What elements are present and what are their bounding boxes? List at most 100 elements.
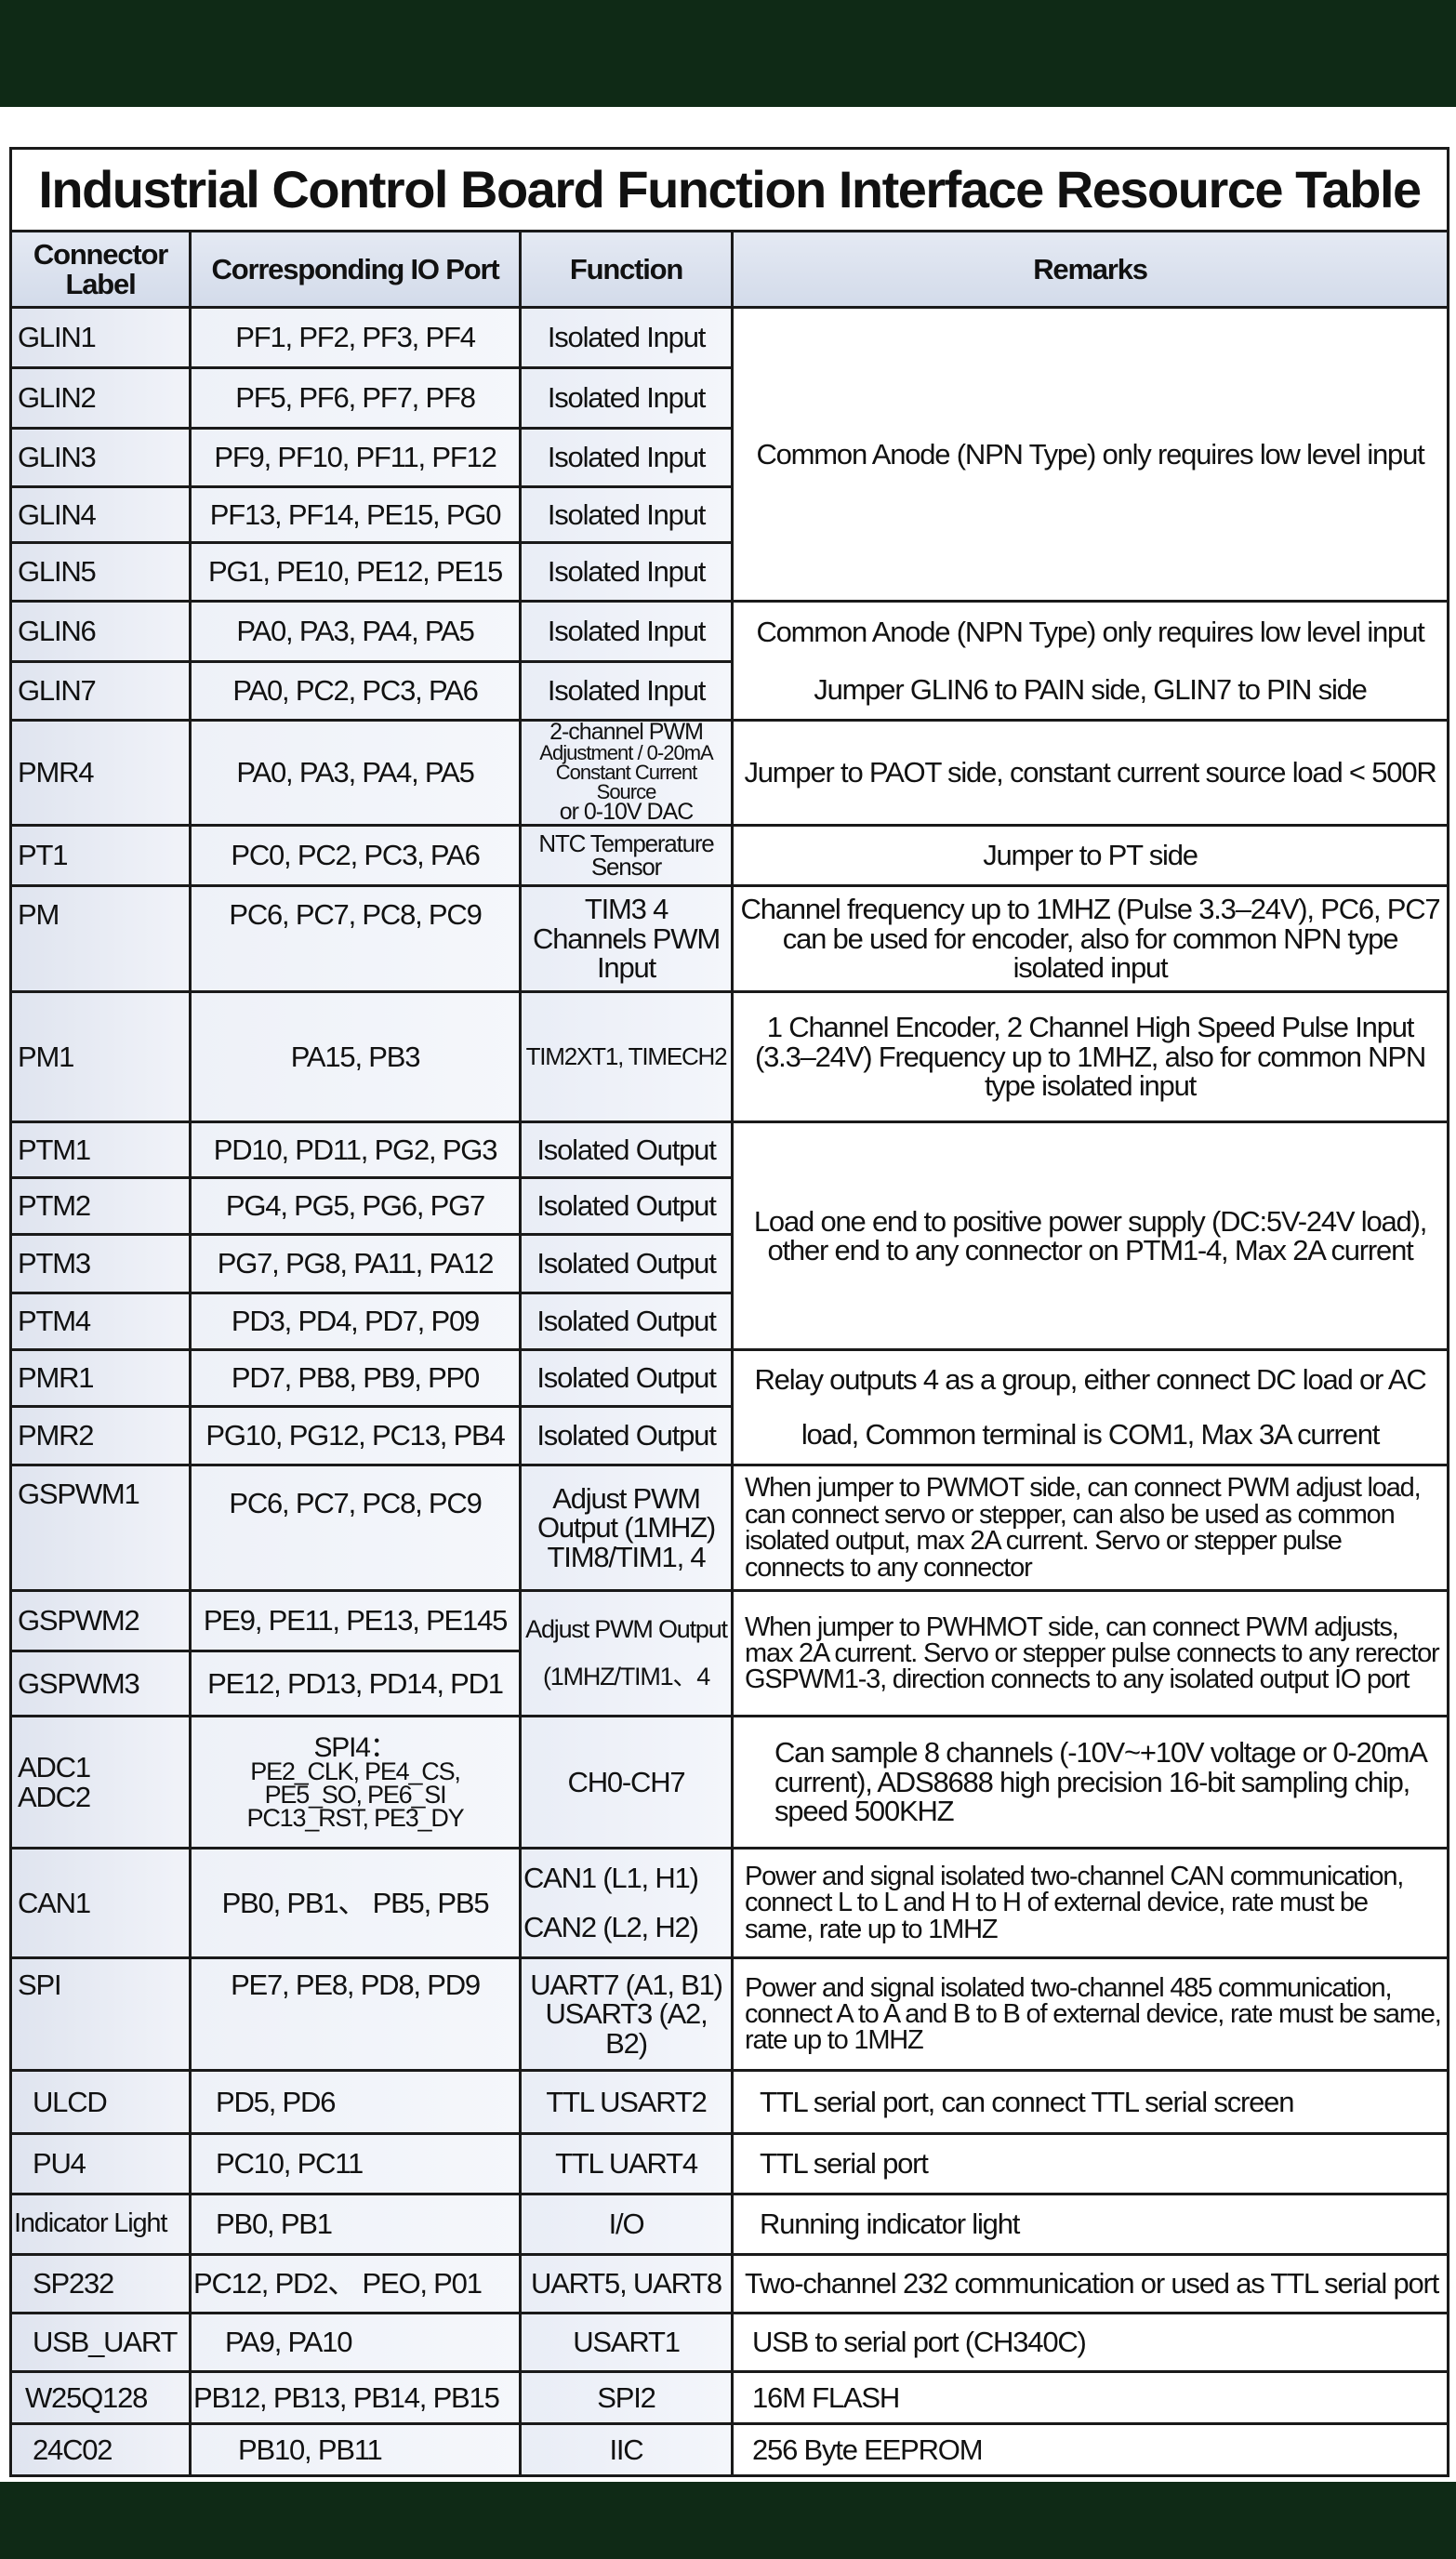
- function: Isolated Output: [519, 1233, 734, 1295]
- table-row: GLIN5 PG1, PE10, PE12, PE15 Isolated Input: [9, 541, 1449, 603]
- table-row: GSPWM2 PE9, PE11, PE13, PE145 Adjust PWM …: [9, 1589, 1450, 1718]
- function: I/O: [519, 2193, 734, 2257]
- function: 2-channel PWM Adjustment / 0-20mA Constant…: [519, 718, 734, 828]
- function-line: or 0-10V DAC: [559, 799, 695, 826]
- remarks: Relay outputs 4 as a group, either conne…: [730, 1348, 1450, 1467]
- connector-label: PMR2: [9, 1405, 192, 1467]
- function: Adjust PWM Output (1MHZ) TIM8/TIM1, 4: [519, 1464, 734, 1593]
- function: TIM2XT1, TIMECH2: [519, 990, 734, 1124]
- io-port: PD7, PB8, PB9, PP0: [189, 1348, 522, 1409]
- io-port: PE9, PE11, PE13, PE145: [189, 1589, 522, 1653]
- connector-label: PT1: [9, 824, 192, 888]
- function: IIC: [519, 2422, 734, 2478]
- io-port: PF13, PF14, PE15, PG0: [189, 485, 522, 544]
- table-row: PM PC6, PC7, PC8, PC9 TIM3 4 Channels PWM …: [9, 884, 1450, 994]
- io-port: PE7, PE8, PD8, PD9: [189, 1956, 522, 2073]
- table-row: 24C02 PB10, PB11 IIC 256 Byte EEPROM: [9, 2422, 1450, 2478]
- io-port: PC12, PD2、 PEO, P01: [189, 2253, 522, 2315]
- io-port: PD10, PD11, PG2, PG3: [189, 1120, 522, 1180]
- io-port: PD5, PD6: [189, 2069, 522, 2136]
- io-port: PA0, PA3, PA4, PA5: [189, 600, 522, 663]
- io-port: PE12, PD13, PD14, PD1: [189, 1650, 522, 1718]
- io-port: PG10, PG12, PC13, PB4: [189, 1405, 522, 1467]
- remarks: TTL serial port: [730, 2132, 1450, 2196]
- function: Isolated Input: [519, 600, 734, 663]
- io-line: PC13_RST, PE3_DY: [246, 1803, 465, 1832]
- table-row: PTM2 PG4, PG5, PG6, PG7 Isolated Output: [9, 1176, 1449, 1237]
- connector-label: GLIN5: [9, 541, 192, 603]
- remarks: Load one end to positive power supply (D…: [730, 1120, 1450, 1352]
- remarks: When jumper to PWHMOT side, can connect …: [730, 1589, 1450, 1718]
- function: CAN1 (L1, H1) CAN2 (L2, H2): [519, 1847, 734, 1960]
- io-port: SPI4： PE2_CLK, PE4_CS, PE5_SO, PE6_SI PC13_…: [189, 1715, 522, 1850]
- function: SPI2: [519, 2370, 734, 2426]
- table-row: PTM1 PD10, PD11, PG2, PG3 Isolated Output L…: [9, 1120, 1450, 1352]
- table-row: SPI PE7, PE8, PD8, PD9 UART7 (A1, B1) USAR…: [9, 1956, 1450, 2073]
- table-row: PT1 PC0, PC2, PC3, PA6 NTC Temperature Sen…: [9, 824, 1450, 888]
- function-line: UART7 (A1, B1): [530, 1968, 723, 2001]
- table-row: GLIN1 PF1, PF2, PF3, PF4 Isolated Input Com…: [9, 306, 1450, 603]
- connector-label: 24C02: [9, 2422, 192, 2478]
- connector-label: PTM3: [9, 1233, 192, 1295]
- function: Isolated Output: [519, 1120, 734, 1180]
- table-row: GLIN7 PA0, PC2, PC3, PA6 Isolated Input Jum…: [9, 660, 1450, 722]
- table-row: GLIN6 PA0, PA3, PA4, PA5 Isolated Input Com…: [9, 600, 1450, 663]
- table-row: USB_UART PA9, PA10 USART1 USB to serial por…: [9, 2312, 1450, 2374]
- function: NTC Temperature Sensor: [519, 824, 734, 888]
- table-row: PM1 PA15, PB3 TIM2XT1, TIMECH2 1 Channel En…: [9, 990, 1450, 1124]
- function: Isolated Input: [519, 541, 734, 603]
- io-port: PG7, PG8, PA11, PA12: [189, 1233, 522, 1295]
- table-row: PTM4 PD3, PD4, PD7, P09 Isolated Output: [9, 1292, 1449, 1352]
- resource-table: Industrial Control Board Function Interf…: [8, 147, 1450, 2478]
- function: Adjust PWM Output (1MHZ/TIM1、4: [519, 1589, 734, 1718]
- connector-label: USB_UART: [9, 2312, 192, 2374]
- remarks: USB to serial port (CH340C): [730, 2312, 1450, 2374]
- table-row: PTM3 PG7, PG8, PA11, PA12 Isolated Output: [9, 1233, 1449, 1295]
- table-row: GLIN3 PF9, PF10, PF11, PF12 Isolated Input: [9, 427, 1449, 488]
- remarks: Power and signal isolated two-channel CA…: [730, 1847, 1450, 1960]
- connector-label: PTM2: [9, 1176, 192, 1237]
- table-row: GSPWM1 PC6, PC7, PC8, PC9 Adjust PWM Outpu…: [9, 1464, 1450, 1593]
- connector-label: CAN1: [9, 1847, 192, 1960]
- table-row: PMR2 PG10, PG12, PC13, PB4 Isolated Output: [9, 1405, 1449, 1467]
- io-port: PF1, PF2, PF3, PF4: [189, 306, 522, 369]
- connector-label: Indicator Light: [9, 2193, 192, 2257]
- function: Isolated Input: [519, 427, 734, 488]
- connector-label: GLIN2: [9, 366, 192, 430]
- io-port: PB0, PB1: [189, 2193, 522, 2257]
- io-port: PC6, PC7, PC8, PC9: [189, 884, 522, 994]
- connector-label: PMR4: [9, 718, 192, 828]
- function: Isolated Input: [519, 306, 734, 369]
- function: USART1: [519, 2312, 734, 2374]
- table-row: PMR1 PD7, PB8, PB9, PP0 Isolated Output Rel…: [9, 1348, 1450, 1467]
- table-row: Indicator Light PB0, PB1 I/O Running indica…: [9, 2193, 1450, 2257]
- connector-label: PTM4: [9, 1292, 192, 1352]
- table-row: GLIN2 PF5, PF6, PF7, PF8 Isolated Input: [9, 366, 1449, 430]
- io-port: PC0, PC2, PC3, PA6: [189, 824, 522, 888]
- connector-label: W25Q128: [9, 2370, 192, 2426]
- table-row: SP232 PC12, PD2、 PEO, P01 UART5, UART8 Two-…: [9, 2253, 1450, 2315]
- table-row: ADC1 ADC2 SPI4： PE2_CLK, PE4_CS, PE5_SO, PE…: [9, 1715, 1450, 1850]
- table-row: CAN1 PB0, PB1、 PB5, PB5 CAN1 (L1, H1) CAN2…: [9, 1847, 1450, 1960]
- table-row: GSPWM3 PE12, PD13, PD14, PD1: [9, 1650, 1449, 1718]
- io-port: PA15, PB3: [189, 990, 522, 1124]
- top-band: [0, 0, 1456, 107]
- io-port: PA9, PA10: [189, 2312, 522, 2374]
- header-io: Corresponding IO Port: [189, 230, 522, 309]
- remarks: Two-channel 232 communication or used as…: [730, 2253, 1450, 2315]
- remarks: Power and signal isolated two-channel 48…: [730, 1956, 1450, 2073]
- remarks: Common Anode (NPN Type) only requires lo…: [730, 306, 1450, 603]
- function: TTL UART4: [519, 2132, 734, 2196]
- io-port: PA0, PC2, PC3, PA6: [189, 660, 522, 722]
- io-port: PB0, PB1、 PB5, PB5: [189, 1847, 522, 1960]
- table-row: W25Q128 PB12, PB13, PB14, PB15 SPI2 16M FLA…: [9, 2370, 1450, 2426]
- function: Isolated Input: [519, 660, 734, 722]
- function-line: Adjust PWM Output: [525, 1614, 728, 1643]
- io-line: PE2_CLK, PE4_CS,: [250, 1757, 461, 1786]
- function-line: Adjustment / 0-20mA: [539, 740, 713, 764]
- remarks: Jumper to PAOT side, constant current so…: [730, 718, 1450, 828]
- function: Isolated Output: [519, 1405, 734, 1467]
- function-line: CAN2 (L2, H2): [523, 1910, 699, 1943]
- function-line: USART3 (A2, B2): [545, 1997, 708, 2060]
- io-port: PC10, PC11: [189, 2132, 522, 2196]
